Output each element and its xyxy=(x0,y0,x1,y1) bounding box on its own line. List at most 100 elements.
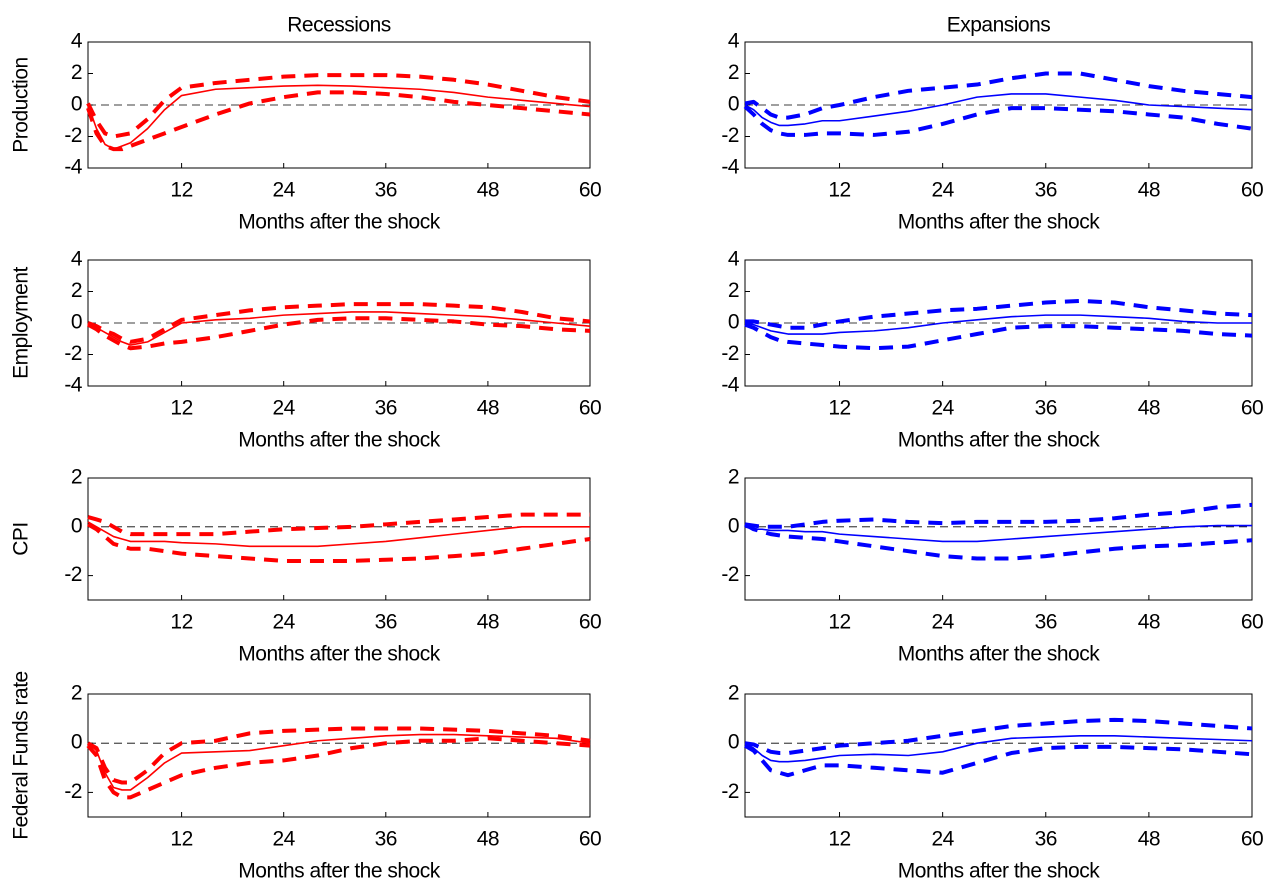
x-tick-label: 24 xyxy=(273,611,296,634)
y-tick-label: 0 xyxy=(71,311,82,334)
y-tick-label: 4 xyxy=(71,30,83,53)
y-tick-label: 0 xyxy=(728,311,739,334)
series-line xyxy=(744,717,1253,756)
y-tick-label: 2 xyxy=(71,279,82,302)
x-tick-label: 12 xyxy=(828,828,850,851)
series-line xyxy=(87,512,590,537)
y-axis-label: CPI xyxy=(10,522,33,556)
series-line xyxy=(745,298,1253,330)
y-tick-label: 0 xyxy=(71,731,82,754)
x-tick-label: 48 xyxy=(1138,179,1160,202)
x-tick-label: 36 xyxy=(375,828,397,851)
x-tick-label: 48 xyxy=(477,179,499,202)
x-tick-label: 24 xyxy=(931,611,954,634)
chart-title: Recessions xyxy=(287,14,391,37)
y-tick-label: -4 xyxy=(721,374,739,397)
x-tick-label: 24 xyxy=(931,828,954,851)
x-tick-label: 60 xyxy=(579,828,601,851)
x-tick-label: 24 xyxy=(273,397,296,420)
series-line xyxy=(744,314,1252,335)
y-tick-label: -2 xyxy=(721,124,739,147)
x-axis-label: Months after the shock xyxy=(238,429,440,452)
y-tick-label: -2 xyxy=(64,124,82,147)
plot-box xyxy=(87,477,591,601)
series-line xyxy=(87,521,590,548)
series-line xyxy=(86,73,591,139)
x-tick-label: 36 xyxy=(1035,397,1057,420)
x-tick-label: 24 xyxy=(931,397,954,420)
x-tick-label: 60 xyxy=(1241,179,1263,202)
x-axis-label: Months after the shock xyxy=(898,429,1100,452)
series-line xyxy=(744,735,1253,763)
x-tick-label: 36 xyxy=(375,397,397,420)
series-line xyxy=(744,502,1253,529)
x-axis-label: Months after the shock xyxy=(238,860,440,883)
y-tick-label: -4 xyxy=(721,156,739,179)
y-tick-label: -2 xyxy=(64,780,82,803)
y-tick-label: 0 xyxy=(71,93,82,116)
x-axis-label: Months after the shock xyxy=(238,211,440,234)
x-tick-label: 24 xyxy=(273,828,296,851)
y-axis-label: Federal Funds rate xyxy=(10,671,33,839)
y-tick-label: -2 xyxy=(721,780,739,803)
series-line xyxy=(87,316,591,351)
y-tick-label: 2 xyxy=(728,682,739,705)
chart-title: Expansions xyxy=(947,14,1051,37)
series-line xyxy=(744,524,1252,543)
series-line xyxy=(86,90,591,152)
x-tick-label: 12 xyxy=(828,179,850,202)
x-tick-label: 48 xyxy=(1138,611,1160,634)
plot-box xyxy=(87,693,591,818)
x-tick-label: 12 xyxy=(170,397,192,420)
series-line xyxy=(87,84,591,150)
y-tick-label: 2 xyxy=(728,466,739,489)
x-tick-label: 12 xyxy=(170,611,192,634)
x-tick-label: 24 xyxy=(931,179,954,202)
x-tick-label: 24 xyxy=(273,179,296,202)
y-tick-label: -2 xyxy=(721,563,739,586)
x-tick-label: 12 xyxy=(828,611,850,634)
x-tick-label: 36 xyxy=(375,611,397,634)
x-axis-label: Months after the shock xyxy=(898,211,1100,234)
y-tick-label: 4 xyxy=(728,248,740,271)
series-line xyxy=(87,733,591,791)
plot-box xyxy=(744,477,1253,601)
y-tick-label: 2 xyxy=(728,279,739,302)
x-tick-label: 60 xyxy=(579,611,601,634)
x-tick-label: 48 xyxy=(477,397,499,420)
y-axis-label: Production xyxy=(10,57,33,152)
x-tick-label: 48 xyxy=(477,828,499,851)
x-tick-label: 60 xyxy=(1241,611,1263,634)
y-tick-label: 0 xyxy=(728,731,739,754)
y-tick-label: -2 xyxy=(64,342,82,365)
y-tick-label: 2 xyxy=(71,682,82,705)
x-tick-label: 36 xyxy=(1035,828,1057,851)
series-line xyxy=(744,522,1253,561)
x-tick-label: 36 xyxy=(375,179,397,202)
series-line xyxy=(87,302,591,344)
x-tick-label: 60 xyxy=(1241,828,1263,851)
series-line xyxy=(86,736,591,800)
x-tick-label: 48 xyxy=(1138,828,1160,851)
series-line xyxy=(86,726,591,785)
x-axis-label: Months after the shock xyxy=(238,643,440,666)
x-axis-label: Months after the shock xyxy=(898,643,1100,666)
x-tick-label: 12 xyxy=(170,179,192,202)
y-tick-label: 0 xyxy=(728,93,739,116)
x-tick-label: 12 xyxy=(828,397,850,420)
x-tick-label: 36 xyxy=(1035,611,1057,634)
x-tick-label: 48 xyxy=(1138,397,1160,420)
series-line xyxy=(744,322,1253,351)
y-axis-label: Employment xyxy=(10,266,33,378)
y-tick-label: -2 xyxy=(64,563,82,586)
y-tick-label: 2 xyxy=(71,61,82,84)
y-tick-label: 2 xyxy=(71,466,82,489)
x-tick-label: 60 xyxy=(579,179,601,202)
x-tick-label: 60 xyxy=(1241,397,1263,420)
x-tick-label: 36 xyxy=(1035,179,1057,202)
series-line xyxy=(87,311,591,346)
series-line xyxy=(743,105,1253,137)
x-axis-label: Months after the shock xyxy=(898,860,1100,883)
x-tick-label: 48 xyxy=(477,611,499,634)
